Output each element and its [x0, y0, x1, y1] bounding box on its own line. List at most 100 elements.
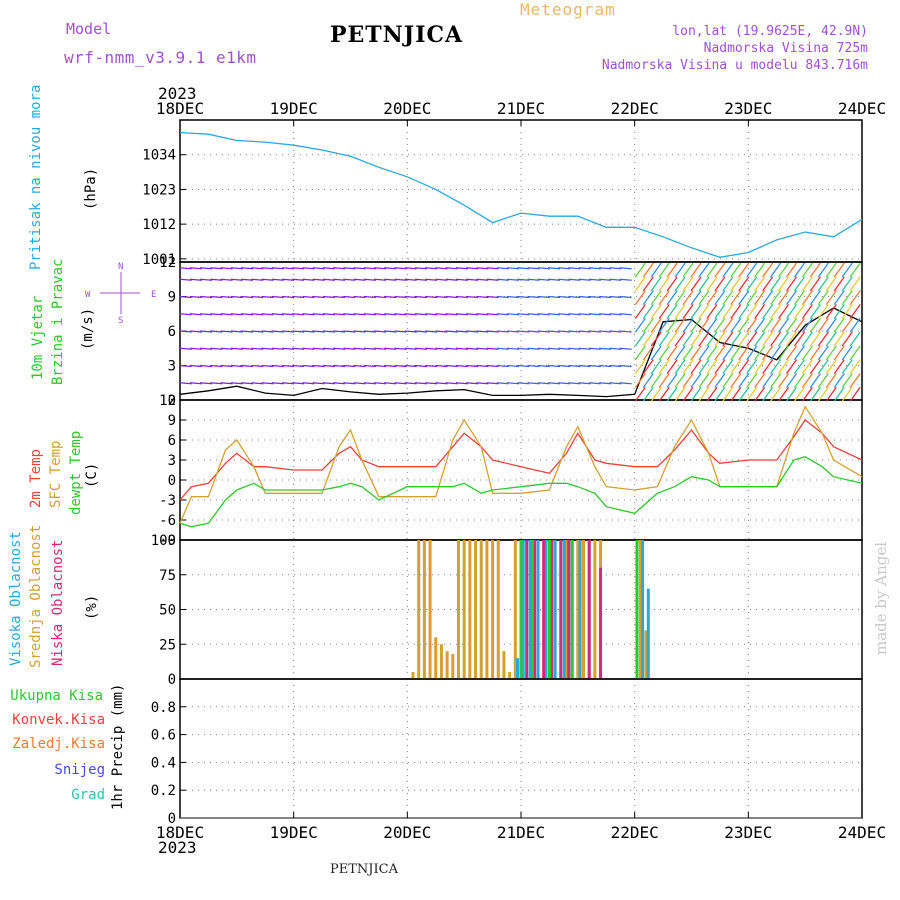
wind-arrow: [302, 364, 315, 368]
wind-arrow: [658, 276, 670, 292]
wind-arrow: [746, 304, 758, 319]
wind-arrow: [506, 278, 520, 281]
wind-arrow: [230, 364, 243, 368]
wind-arrow: [698, 359, 710, 375]
wind-arrow: [374, 330, 387, 333]
cloud-bar: [542, 540, 546, 679]
wind-arrow: [809, 290, 821, 306]
y-tick-label: 0: [168, 473, 176, 489]
wind-arrow: [730, 359, 742, 375]
wind-arrow: [189, 347, 202, 350]
model-altitude-text: Nadmorska Visina u modelu 843.716m: [601, 58, 868, 73]
wind-arrow: [496, 364, 509, 368]
wind-arrow: [261, 382, 274, 385]
wind-arrow: [754, 290, 766, 306]
wind-arrow: [394, 382, 407, 385]
wind-arrow: [706, 262, 718, 278]
wind-arrow: [261, 267, 274, 270]
legend-grad: Grad: [71, 787, 105, 803]
wind-arrow: [849, 345, 861, 361]
wind-arrow: [762, 359, 774, 375]
wind-arrow: [435, 278, 448, 281]
wind-arrow: [292, 278, 305, 281]
wind-arrow: [394, 347, 407, 350]
wind-arrow: [746, 386, 758, 402]
wind-arrow: [230, 278, 243, 281]
wind-arrow: [230, 347, 243, 350]
wind-arrow: [466, 267, 479, 270]
wind-arrow: [384, 278, 397, 281]
wind-arrow: [230, 295, 243, 299]
wind-arrow: [738, 331, 750, 347]
wind-arrow: [706, 359, 718, 375]
cloud-bar: [536, 540, 540, 679]
wind-arrow: [817, 276, 829, 292]
cloud-bar: [553, 540, 557, 679]
wind-arrow: [754, 386, 766, 402]
wind-arrow: [537, 278, 550, 281]
wind-arrow: [527, 313, 540, 316]
wind-arrow: [619, 278, 632, 281]
wind-arrow: [343, 330, 356, 333]
wind-arrow: [220, 295, 233, 299]
wind-arrow: [414, 313, 428, 316]
wind-arrow: [658, 373, 670, 388]
cloud-bar: [485, 540, 489, 679]
wind-arrow: [642, 304, 654, 319]
cloud-bar: [439, 644, 443, 679]
wind-arrow: [210, 330, 223, 333]
wind-arrow: [241, 330, 254, 333]
wind-arrow: [220, 364, 233, 368]
wind-arrow: [785, 290, 798, 306]
y-tick-label: 6: [168, 324, 176, 340]
wind-arrow: [849, 276, 861, 292]
wind-arrow: [547, 278, 561, 281]
wind-arrow: [650, 331, 662, 347]
wind-arrow: [682, 359, 694, 375]
wind-arrow: [425, 295, 438, 299]
wind-arrow: [674, 262, 686, 278]
wind-arrow: [527, 267, 540, 270]
compass-w: W: [85, 290, 91, 300]
cloud-bar: [513, 540, 517, 679]
wind-arrow: [578, 313, 591, 316]
wind-arrow: [466, 330, 479, 333]
wind-arrow: [825, 276, 837, 292]
cloud-bar: [528, 540, 532, 679]
x-tick-label-top: 23DEC: [724, 99, 772, 118]
wind-arrow: [698, 290, 710, 306]
cloud-bar: [519, 540, 523, 679]
wind-arrow: [251, 267, 264, 270]
wind-arrow: [281, 267, 295, 270]
wind-arrow: [455, 347, 468, 350]
cloud-bar: [521, 540, 525, 679]
wind-arrow: [445, 313, 458, 316]
x-tick-label-bottom: 18DEC: [156, 823, 204, 842]
wind-arrow: [730, 290, 742, 306]
wind-arrow: [730, 262, 742, 278]
wind-arrow: [241, 278, 254, 281]
wind-arrow: [384, 313, 397, 316]
wind-arrow: [778, 331, 790, 347]
series-line: [179, 307, 863, 398]
wind-arrow: [179, 267, 192, 270]
wind-arrow: [230, 313, 243, 316]
wind-arrow: [281, 364, 295, 368]
wind-arrow: [271, 313, 284, 316]
wind-arrow: [537, 313, 550, 316]
wind-arrow: [619, 267, 632, 270]
wind-arrow: [817, 345, 829, 361]
wind-arrow: [537, 330, 550, 333]
wind-arrow: [281, 382, 295, 385]
wind-arrow: [558, 330, 571, 333]
wind-arrow: [650, 386, 662, 402]
wind-arrow: [841, 262, 853, 278]
wind-arrow: [404, 382, 417, 385]
wind-arrow: [849, 373, 861, 388]
wind-arrow: [658, 304, 670, 319]
wind-arrow: [793, 276, 806, 292]
wind-arrow: [312, 330, 325, 333]
wind-arrow: [849, 290, 861, 306]
wind-arrow: [506, 347, 520, 350]
wind-arrow: [833, 345, 845, 361]
